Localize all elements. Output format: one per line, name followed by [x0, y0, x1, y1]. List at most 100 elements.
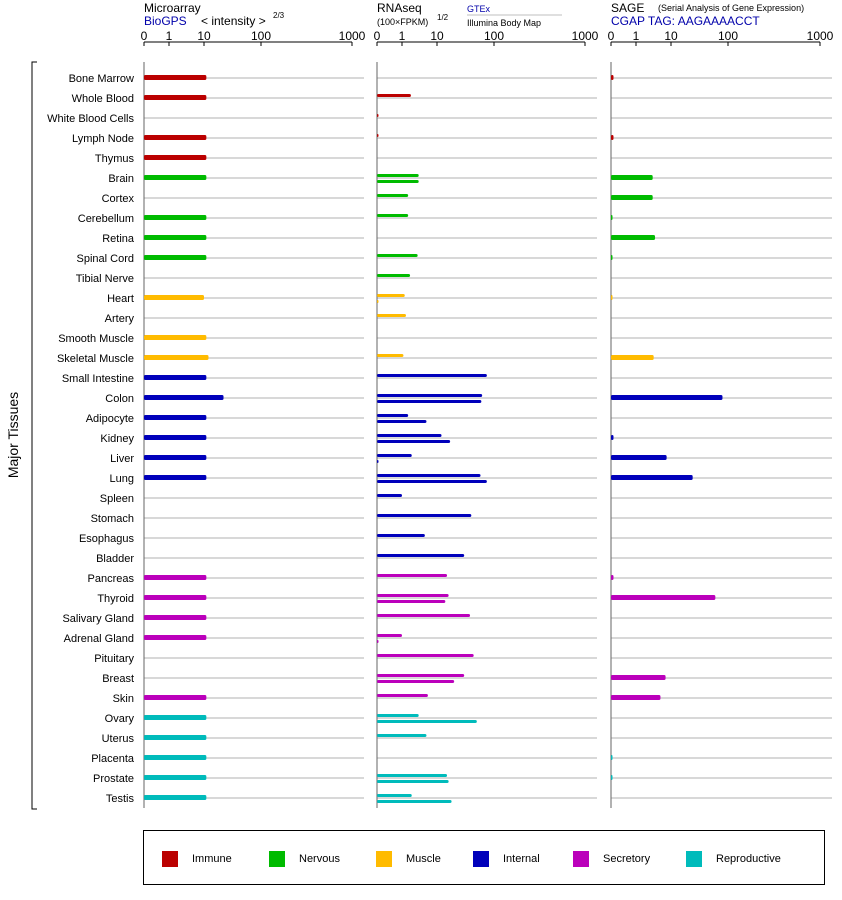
expression-bar [144, 295, 204, 300]
expression-bar [144, 355, 209, 360]
tissue-label: Pancreas [88, 573, 135, 585]
expression-bar [377, 674, 465, 677]
tissue-label: Adrenal Gland [64, 633, 134, 645]
scale-exponent: 2/3 [273, 11, 285, 20]
expression-bar [611, 295, 613, 300]
expression-bar [144, 215, 207, 220]
expression-bar [611, 135, 614, 140]
expression-bar [144, 395, 224, 400]
expression-bar [377, 94, 411, 97]
tick-label: 100 [718, 29, 738, 43]
expression-bar [377, 694, 428, 697]
expression-bar [144, 175, 207, 180]
expression-bar [377, 680, 455, 683]
tissue-label: Testis [106, 793, 135, 805]
panel-subtitle: CGAP TAG: AAGAAAACCT [611, 14, 760, 28]
tick-label: 1 [633, 29, 640, 43]
legend-item: Secretory [573, 831, 650, 886]
tissue-label: Skin [113, 693, 134, 705]
tissue-label: Cerebellum [78, 213, 134, 225]
tick-label: 100 [251, 29, 271, 43]
expression-bar [144, 595, 207, 600]
expression-bar [611, 435, 614, 440]
expression-bar [377, 734, 427, 737]
expression-bar [144, 255, 207, 260]
legend: Immune Nervous Muscle Internal Secretory Repr… [143, 830, 825, 885]
expression-bar [611, 235, 656, 240]
tissue-label: Thymus [95, 153, 135, 165]
expression-bar [377, 780, 449, 783]
expression-bar [611, 595, 716, 600]
legend-swatch [269, 850, 285, 867]
legend-item: Muscle [376, 831, 441, 886]
expression-bar [377, 514, 472, 517]
tissue-label: Smooth Muscle [58, 333, 134, 345]
tick-label: 0 [608, 29, 615, 43]
legend-item: Reproductive [686, 831, 781, 886]
expression-bar [377, 714, 419, 717]
expression-bar [144, 95, 207, 100]
legend-label: Internal [503, 852, 540, 865]
tick-label: 1000 [572, 29, 599, 43]
expression-bar [377, 434, 442, 437]
tissue-label: Skeletal Muscle [57, 353, 134, 365]
expression-bar [611, 255, 613, 260]
legend-item: Nervous [269, 831, 340, 886]
expression-bar [611, 75, 614, 80]
tissue-label: Esophagus [79, 533, 135, 545]
legend-swatch [473, 850, 489, 867]
tissue-label: Retina [102, 233, 135, 245]
expression-bar [377, 420, 427, 423]
expression-bar [377, 194, 409, 197]
expression-bar [377, 600, 446, 603]
expression-bar [377, 180, 419, 183]
panel-title: RNAseq [377, 1, 422, 15]
expression-bar [144, 435, 207, 440]
tissue-label: Placenta [91, 753, 135, 765]
expression-bar [377, 274, 411, 277]
tissue-label: Artery [105, 313, 135, 325]
tissue-bracket [31, 61, 37, 810]
expression-bar [377, 300, 379, 303]
expression-bar [377, 460, 379, 463]
expression-bar [377, 654, 474, 657]
tissue-label: White Blood Cells [47, 113, 134, 125]
tissue-label: Cortex [102, 193, 135, 205]
source-label: Illumina Body Map [467, 18, 541, 28]
tissue-label: Brain [108, 173, 134, 185]
legend-swatch [686, 850, 702, 867]
expression-bar [144, 615, 207, 620]
expression-bar [377, 474, 481, 477]
expression-bar [144, 575, 207, 580]
tick-label: 10 [430, 29, 444, 43]
tissue-label: Spleen [100, 493, 134, 505]
expression-bar [377, 414, 409, 417]
tissue-label: Thyroid [97, 593, 134, 605]
source-label: GTEx [467, 4, 491, 14]
tick-label: 0 [141, 29, 148, 43]
tissue-label: Pituitary [94, 653, 134, 665]
tissue-label: Lymph Node [72, 133, 134, 145]
legend-item: Internal [473, 831, 540, 886]
panel-subtitle: BioGPS [144, 14, 187, 28]
tissue-label: Kidney [100, 433, 134, 445]
expression-bar [377, 614, 471, 617]
expression-bar [144, 75, 207, 80]
expression-bar [611, 215, 613, 220]
tick-label: 1000 [807, 29, 834, 43]
legend-label: Reproductive [716, 852, 781, 865]
legend-swatch [376, 850, 392, 867]
tissue-label: Ovary [105, 713, 135, 725]
scale-exponent: 1/2 [437, 13, 449, 22]
tissue-label: Bone Marrow [69, 73, 134, 85]
tick-label: 1 [399, 29, 406, 43]
expression-bar [377, 774, 448, 777]
tissue-label: Prostate [93, 773, 134, 785]
expression-bar [144, 775, 207, 780]
tissue-label: Colon [105, 393, 134, 405]
expression-bar [377, 314, 406, 317]
tissue-label: Breast [102, 673, 134, 685]
expression-bar [377, 574, 448, 577]
expression-bar [611, 755, 613, 760]
